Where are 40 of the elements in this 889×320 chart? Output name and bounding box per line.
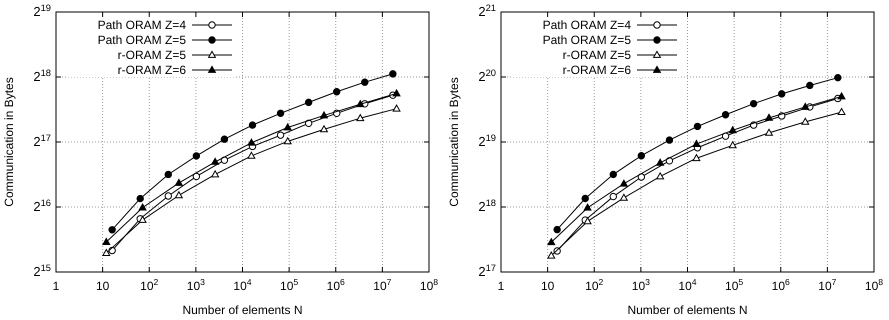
x-tick-label: 10$^{8}$ [864,277,884,293]
y-tick-label: 2$^{17}$ [478,263,496,279]
x-tick-label: 10$^{6}$ [772,277,790,293]
y-tick-label: 2$^{17}$ [33,133,51,149]
x-tick-label: 10$^{5}$ [280,277,298,293]
y-axis-title: Communication in Bytes [447,77,461,207]
x-tick-label: 10$^{8}$ [420,277,438,293]
x-tick-label: 10$^{7}$ [818,277,837,293]
x-tick-label: 10$^{2}$ [585,277,604,293]
x-axis-title: Number of elements N [627,303,748,317]
legend-label: r-ORAM Z=6 [562,63,632,77]
legend-label: r-ORAM Z=5 [118,48,186,62]
x-tick-label: 1 [52,279,60,293]
legend-label: Path ORAM Z=4 [542,18,632,32]
y-tick-label: 2$^{21}$ [478,3,496,19]
y-axis-title: Communication in Bytes [2,77,16,207]
x-tick-label: 10$^{3}$ [186,277,206,293]
x-tick-label: 10$^{2}$ [140,277,159,293]
x-tick-label: 1 [498,279,505,293]
x-tick-label: 10$^{7}$ [373,277,392,293]
y-tick-label: 2$^{18}$ [478,198,496,214]
legend-label: Path ORAM Z=5 [98,33,186,47]
x-axis-title: Number of elements N [182,303,303,317]
legend-label: r-ORAM Z=6 [118,63,186,77]
y-tick-label: 2$^{19}$ [478,133,496,149]
x-tick-label: 10$^{6}$ [326,277,346,293]
y-tick-label: 2$^{18}$ [33,68,51,84]
y-tick-label: 2$^{16}$ [33,198,51,214]
legend-label: Path ORAM Z=4 [98,18,186,32]
x-tick-label: 10$^{3}$ [632,277,650,293]
x-tick-label: 10$^{5}$ [725,277,744,293]
legend-label: Path ORAM Z=5 [542,33,632,47]
x-tick-label: 10 [540,279,555,293]
y-tick-label: 2$^{19}$ [33,3,51,19]
y-tick-label: 2$^{15}$ [33,263,51,279]
x-tick-label: 10$^{4}$ [678,277,697,293]
x-tick-label: 10 [96,279,110,293]
x-tick-label: 10$^{4}$ [233,277,252,293]
y-tick-label: 2$^{20}$ [478,68,496,84]
legend-label: r-ORAM Z=5 [562,48,632,62]
